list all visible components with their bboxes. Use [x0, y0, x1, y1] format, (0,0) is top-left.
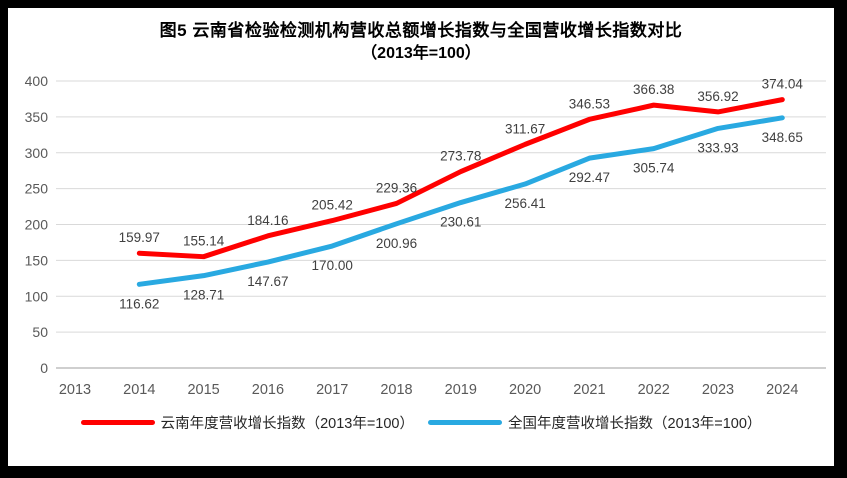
chart-title: 图5 云南省检验检测机构营收总额增长指数与全国营收增长指数对比 （2013年=1…	[8, 8, 834, 65]
yunnan-line-swatch	[80, 419, 155, 425]
x-tick-label: 2014	[123, 382, 155, 398]
x-tick-label: 2017	[316, 382, 348, 398]
national-data-label: 333.93	[697, 140, 738, 155]
y-tick-label: 400	[25, 73, 49, 89]
yunnan-data-label: 229.36	[376, 180, 417, 195]
y-tick-label: 300	[25, 144, 49, 160]
x-tick-label: 2016	[252, 382, 284, 398]
yunnan-data-label: 356.92	[697, 88, 738, 103]
national-line-swatch	[428, 419, 502, 425]
x-tick-label: 2018	[380, 382, 412, 398]
y-tick-label: 0	[40, 360, 48, 376]
national-data-label: 147.67	[247, 274, 288, 289]
yunnan-data-label: 346.53	[569, 96, 610, 111]
legend-item-national: 全国年度营收增长指数（2013年=100）	[428, 412, 761, 433]
legend: 云南年度营收增长指数（2013年=100） 全国年度营收增长指数（2013年=1…	[8, 412, 834, 433]
yunnan-data-label: 273.78	[440, 148, 481, 163]
legend-label-yunnan: 云南年度营收增长指数（2013年=100）	[160, 415, 414, 432]
national-data-label: 305.74	[633, 160, 675, 175]
x-tick-label: 2015	[187, 382, 219, 398]
yunnan-data-label: 159.97	[119, 230, 160, 245]
national-data-label: 292.47	[569, 170, 610, 185]
y-tick-label: 150	[25, 252, 49, 268]
yunnan-data-label: 155.14	[183, 233, 225, 248]
yunnan-data-label: 374.04	[762, 76, 804, 91]
chart-title-line1: 图5 云南省检验检测机构营收总额增长指数与全国营收增长指数对比	[159, 21, 683, 40]
y-tick-label: 100	[25, 288, 49, 304]
x-tick-label: 2020	[509, 382, 541, 398]
x-tick-label: 2013	[59, 382, 91, 398]
y-tick-label: 50	[32, 324, 48, 340]
national-data-label: 230.61	[440, 214, 481, 229]
line-chart: 0 50 100 150 200 250 300 350 400 2013 2014 2015 2016…	[25, 73, 826, 398]
national-data-label: 116.62	[119, 296, 159, 311]
legend-label-national: 全国年度营收增长指数（2013年=100）	[508, 415, 762, 432]
chart-card: 图5 云南省检验检测机构营收总额增长指数与全国营收增长指数对比 （2013年=1…	[8, 8, 834, 466]
national-data-label: 200.96	[376, 235, 417, 250]
y-tick-label: 200	[25, 216, 49, 232]
yunnan-data-label: 205.42	[312, 197, 353, 212]
x-tick-label: 2022	[638, 382, 670, 398]
national-data-label: 256.41	[504, 196, 545, 211]
y-tick-label: 250	[25, 180, 49, 196]
y-tick-label: 350	[25, 108, 49, 124]
national-series-line	[136, 114, 785, 287]
yunnan-data-label: 184.16	[247, 212, 288, 227]
x-tick-label: 2024	[766, 382, 798, 398]
legend-item-yunnan: 云南年度营收增长指数（2013年=100）	[80, 412, 414, 433]
plot-area: 0 50 100 150 200 250 300 350 400 2013 2014 2015 2016…	[8, 67, 834, 412]
national-data-label: 170.00	[312, 258, 353, 273]
national-data-label: 128.71	[183, 287, 224, 302]
x-tick-label: 2019	[445, 382, 477, 398]
national-data-label: 348.65	[762, 129, 803, 144]
yunnan-series-line	[136, 96, 785, 259]
x-tick-label: 2021	[573, 382, 605, 398]
yunnan-data-label: 366.38	[633, 82, 674, 97]
yunnan-data-label: 311.67	[505, 121, 545, 136]
x-tick-label: 2023	[702, 382, 734, 398]
chart-title-line2: （2013年=100）	[361, 44, 481, 62]
